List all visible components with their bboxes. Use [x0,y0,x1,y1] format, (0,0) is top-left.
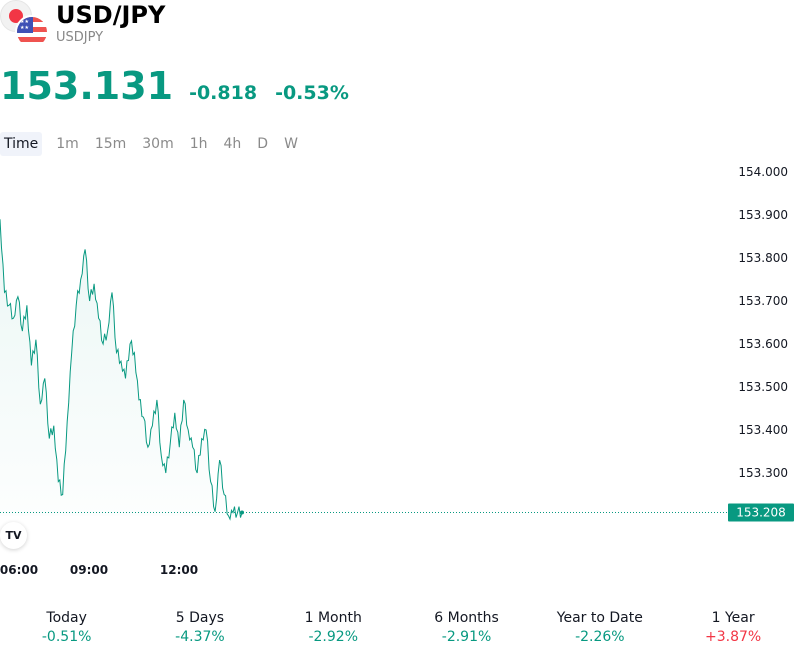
time-axis-tick-label: 06:00 [0,563,38,577]
price-axis-tick-label: 153.600 [738,337,788,351]
period-value: -2.92% [308,629,358,645]
price-series-line [0,219,243,521]
period-value: -2.26% [575,629,625,645]
interval-15m[interactable]: 15m [94,136,127,152]
last-price-tag [728,503,794,522]
period-value: -0.51% [41,629,92,645]
performance-periods: Today -0.51% 5 Days -4.37% 1 Month -2.92… [0,610,800,645]
price-axis-tick-label: 153.500 [738,380,788,394]
last-price-tag-label: 153.208 [736,506,786,520]
period-label: 6 Months [434,610,499,626]
period-1-year[interactable]: 1 Year +3.87% [666,610,799,645]
price-axis-tick-label: 153.700 [738,294,788,308]
interval-selector: Time 1m 15m 30m 1h 4h D W [0,132,306,156]
interval-time[interactable]: Time [0,132,43,156]
last-price: 153.131 [0,64,174,108]
period-value: +3.87% [705,629,762,645]
time-axis: 06:00 09:00 12:00 [0,563,198,577]
price-axis-tick-label: 153.300 [738,466,788,480]
symbol-code: USDJPY [56,30,104,45]
period-value: -4.37% [175,629,225,645]
period-label: Year to Date [556,610,643,626]
price-area-fill [0,219,242,520]
period-1-month[interactable]: 1 Month -2.92% [267,610,400,645]
time-axis-tick-label: 09:00 [70,563,108,577]
period-6-months[interactable]: 6 Months -2.91% [400,610,533,645]
price-axis: 154.000 153.900 153.800 153.700 153.600 153.5… [738,165,788,480]
interval-4h[interactable]: 4h [223,136,242,152]
price-axis-tick-label: 153.800 [738,251,788,265]
price-axis-tick-label: 154.000 [738,165,788,179]
interval-1h[interactable]: 1h [189,136,208,152]
interval-1m[interactable]: 1m [56,136,79,152]
period-label: Today [46,610,87,626]
interval-w[interactable]: W [284,136,298,152]
period-value: -2.91% [441,629,492,645]
tradingview-logo-icon[interactable]: TV [0,522,27,549]
period-year-to-date[interactable]: Year to Date -2.26% [533,610,666,645]
currency-pair-flags [0,0,52,52]
price-axis-tick-label: 153.400 [738,423,788,437]
symbol-title: USD/JPY [56,1,166,29]
time-axis-tick-label: 12:00 [160,563,198,577]
last-price-dot [240,510,244,515]
period-label: 5 Days [175,610,225,626]
price-chart[interactable]: 154.000 153.900 153.800 153.700 153.600 153.5… [0,160,800,590]
price-change-percent: -0.53% [275,82,349,104]
period-label: 1 Month [304,610,362,626]
period-today[interactable]: Today -0.51% [0,610,133,645]
price-change: -0.818 [189,82,258,104]
price-axis-tick-label: 153.900 [738,208,788,222]
interval-d[interactable]: D [257,136,269,152]
period-label: 1 Year [711,610,755,626]
interval-30m[interactable]: 30m [142,136,174,152]
us-flag-icon [15,15,49,49]
period-5-days[interactable]: 5 Days -4.37% [133,610,266,645]
quote-row: 153.131 -0.818 -0.53% [0,64,349,108]
